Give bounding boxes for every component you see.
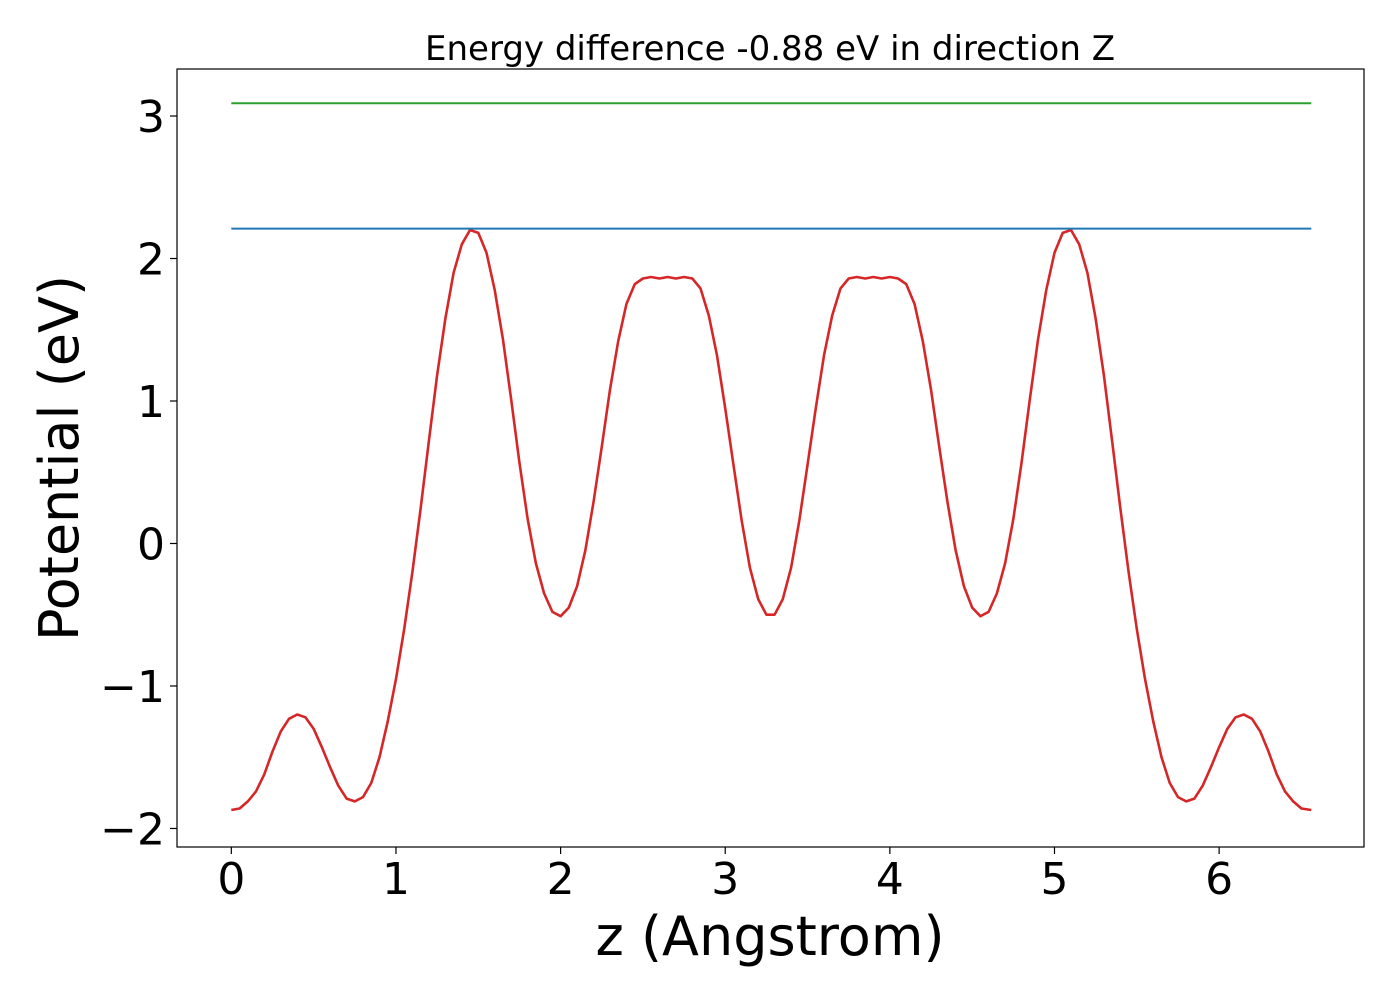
x-tick-label: 3 [711, 854, 739, 905]
x-tick-label: 6 [1205, 854, 1233, 905]
x-tick-label: 1 [382, 854, 410, 905]
y-tick-label: −1 [100, 662, 165, 713]
x-axis-label: z (Angstrom) [595, 905, 944, 968]
y-axis-label: Potential (eV) [28, 275, 91, 641]
y-tick-label: 2 [137, 235, 165, 286]
x-tick-label: 5 [1040, 854, 1068, 905]
y-tick-label: −2 [100, 804, 165, 855]
y-axis: −2 −1 0 1 2 3 [100, 92, 177, 855]
axes-frame [176, 68, 1365, 848]
series-line-0 [231, 228, 1312, 812]
y-tick-label: 1 [137, 377, 165, 428]
x-tick-label: 4 [876, 854, 904, 905]
chart-title: Energy difference -0.88 eV in direction … [425, 29, 1115, 69]
x-axis: 0 1 2 3 4 5 6 [217, 847, 1233, 905]
y-tick-label: 0 [137, 519, 165, 570]
y-tick-label: 3 [137, 92, 165, 143]
x-tick-label: 2 [547, 854, 575, 905]
plot-area [231, 102, 1312, 812]
x-tick-label: 0 [217, 854, 245, 905]
